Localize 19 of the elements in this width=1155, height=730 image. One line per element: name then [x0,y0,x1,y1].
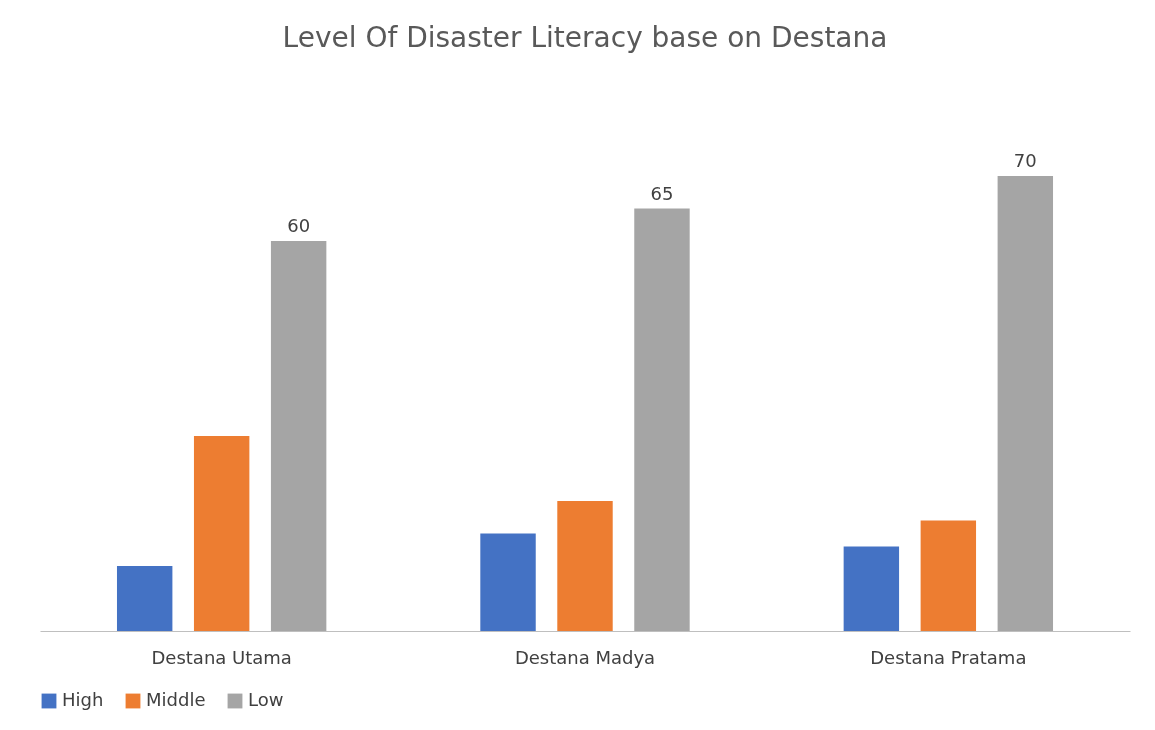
bar [920,520,977,631]
bar [997,176,1054,631]
x-tick-label: Destana Utama [151,646,292,668]
legend-label: High [62,689,104,710]
data-label: 60 [287,215,311,236]
data-label: 65 [650,182,674,204]
bar [843,546,900,631]
chart-title: Level Of Disaster Literacy base on Destana [282,21,888,54]
legend-label: Low [248,689,284,710]
bar [116,566,173,631]
bar [480,533,536,631]
bar [557,501,613,631]
bar [193,436,250,631]
x-tick-label: Destana Madya [514,646,656,668]
legend-label: Middle [146,689,206,710]
data-label: 70 [1013,150,1037,171]
bar [634,208,690,631]
bar [270,241,327,631]
x-tick-label: Destana Pratama [870,646,1027,668]
